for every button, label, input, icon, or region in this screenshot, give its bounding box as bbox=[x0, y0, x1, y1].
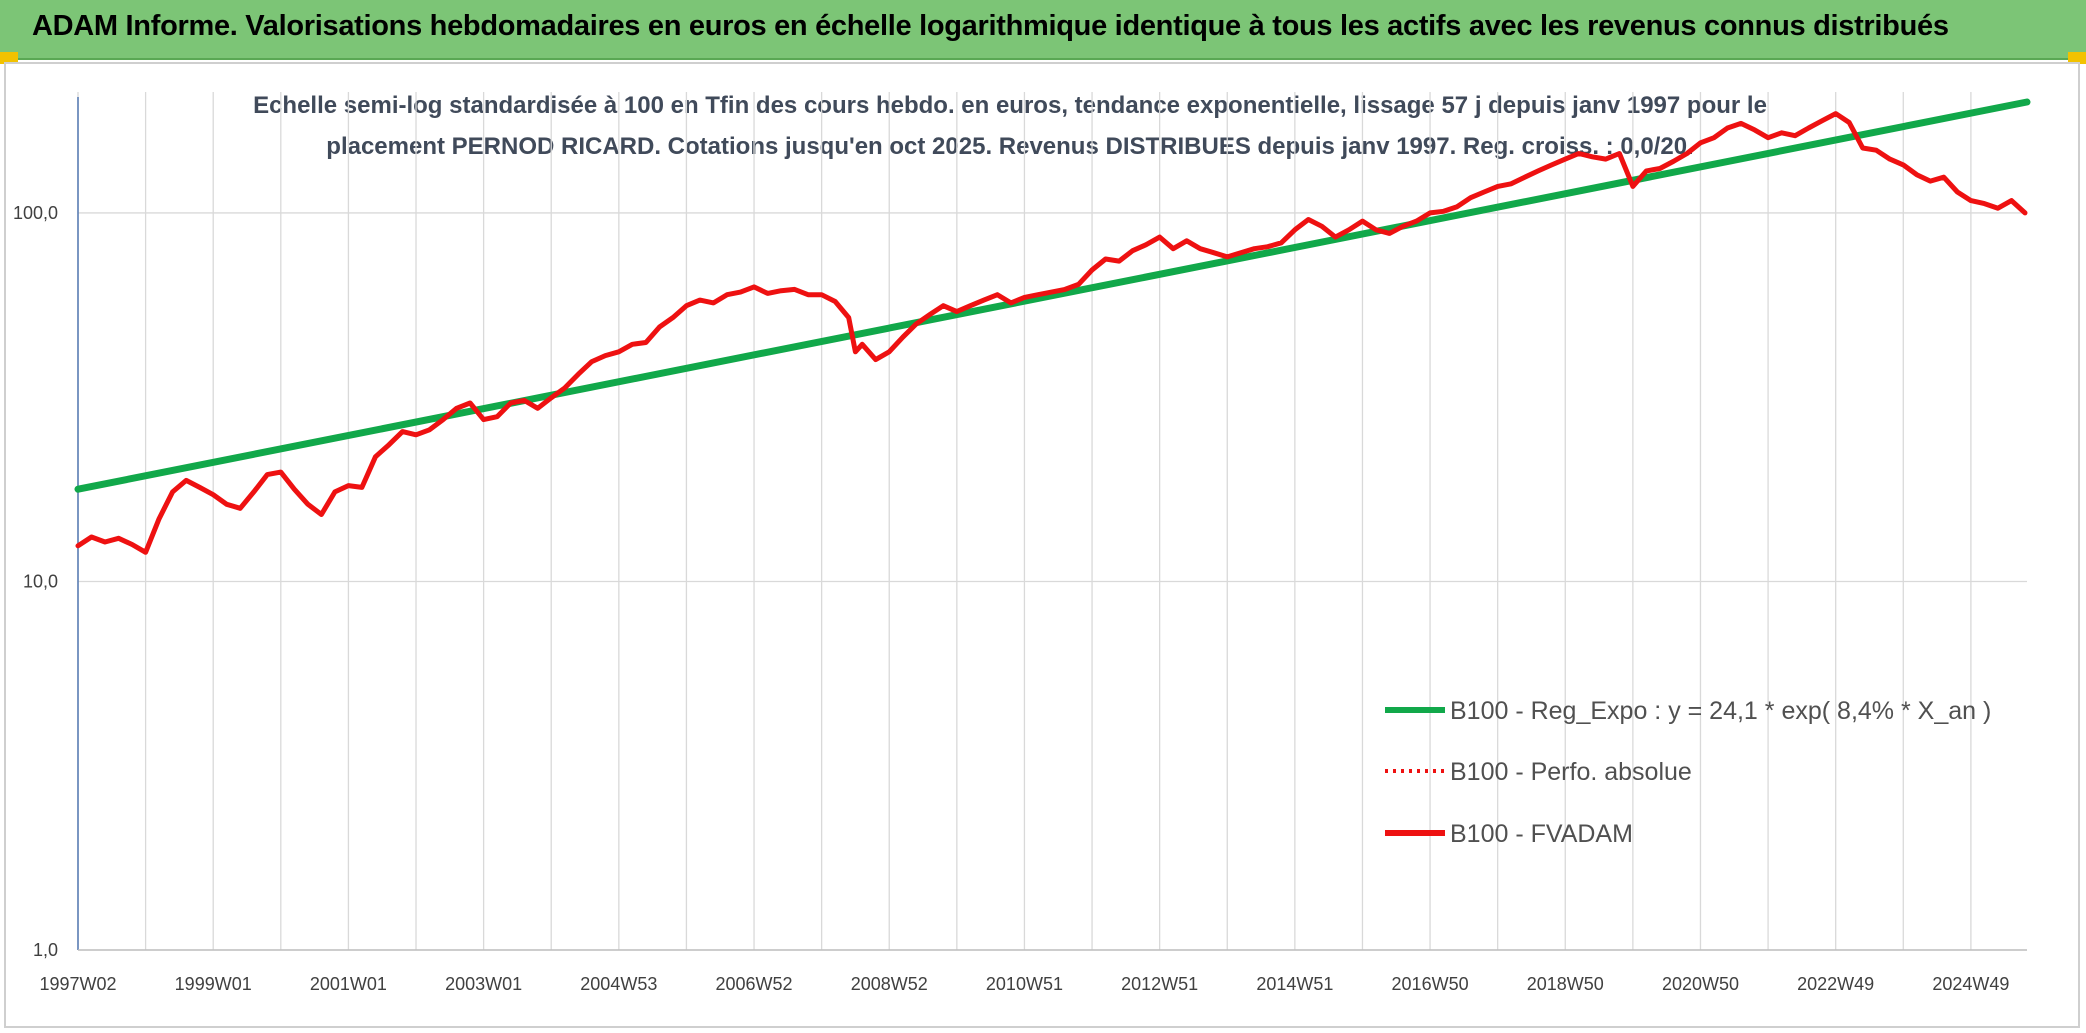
legend-label: B100 - FVADAM bbox=[1450, 820, 1633, 848]
corner-mark-right bbox=[2068, 52, 2086, 64]
legend-label: B100 - Perfo. absolue bbox=[1450, 758, 1692, 786]
x-tick-label: 2016W50 bbox=[1392, 974, 1469, 994]
report-title: ADAM Informe. Valorisations hebdomadaire… bbox=[32, 10, 1949, 42]
legend: B100 - Reg_Expo : y = 24,1 * exp( 8,4% *… bbox=[1385, 697, 1991, 848]
x-tick-label: 2018W50 bbox=[1527, 974, 1604, 994]
x-tick-label: 1999W01 bbox=[175, 974, 252, 994]
x-tick-label: 2003W01 bbox=[445, 974, 522, 994]
x-tick-label: 2024W49 bbox=[1932, 974, 2009, 994]
x-tick-label: 2020W50 bbox=[1662, 974, 1739, 994]
y-tick-label: 1,0 bbox=[33, 940, 58, 960]
chart-title-line-2: placement PERNOD RICARD. Cotations jusqu… bbox=[326, 133, 1694, 160]
x-tick-label: 2001W01 bbox=[310, 974, 387, 994]
x-tick-label: 1997W02 bbox=[39, 974, 116, 994]
y-tick-label: 10,0 bbox=[23, 571, 58, 591]
legend-label: B100 - Reg_Expo : y = 24,1 * exp( 8,4% *… bbox=[1450, 697, 1991, 725]
x-tick-label: 2010W51 bbox=[986, 974, 1063, 994]
axis-layer: 1997W02 1999W01 2001W01 2003W01 2004W53 2006W… bbox=[13, 97, 2027, 994]
grid-layer bbox=[77, 92, 2027, 951]
x-tick-label: 2008W52 bbox=[851, 974, 928, 994]
report-header: ADAM Informe. Valorisations hebdomadaire… bbox=[0, 0, 2086, 60]
y-tick-label: 100,0 bbox=[13, 203, 58, 223]
series-layer bbox=[74, 98, 2031, 555]
fvadam-line bbox=[75, 111, 2028, 555]
chart-frame bbox=[4, 62, 2080, 1028]
chart-title-line-1: Echelle semi-log standardisée à 100 en T… bbox=[253, 92, 1767, 119]
regression-line bbox=[74, 98, 2031, 493]
x-tick-label: 2006W52 bbox=[716, 974, 793, 994]
x-tick-label: 2012W51 bbox=[1121, 974, 1198, 994]
x-tick-label: 2014W51 bbox=[1256, 974, 1333, 994]
x-tick-label: 2004W53 bbox=[580, 974, 657, 994]
x-tick-label: 2022W49 bbox=[1797, 974, 1874, 994]
corner-mark-left bbox=[0, 52, 18, 64]
